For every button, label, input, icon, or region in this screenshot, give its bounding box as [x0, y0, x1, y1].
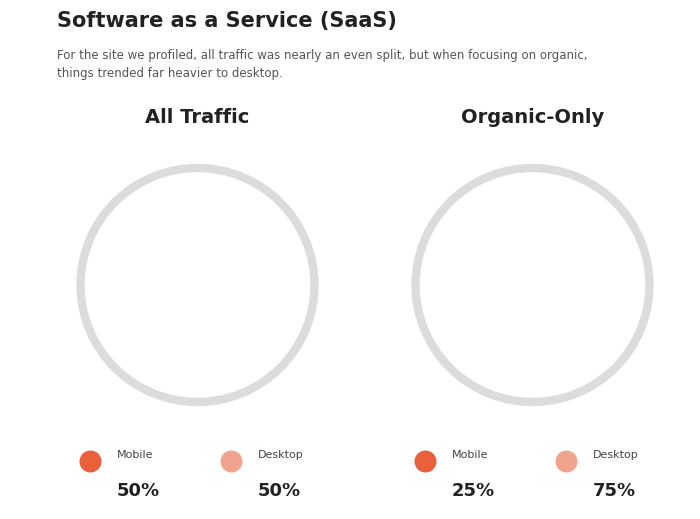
Text: 50%: 50%: [258, 482, 301, 499]
Text: Mobile: Mobile: [117, 450, 153, 460]
Text: Organic-Only: Organic-Only: [461, 108, 604, 127]
Circle shape: [412, 165, 653, 405]
Wedge shape: [197, 173, 309, 397]
Text: For the site we profiled, all traffic was nearly an even split, but when focusin: For the site we profiled, all traffic wa…: [57, 49, 587, 80]
Circle shape: [128, 216, 267, 354]
Circle shape: [421, 173, 645, 397]
Text: 75%: 75%: [593, 482, 636, 499]
Wedge shape: [86, 173, 197, 397]
Text: Desktop: Desktop: [258, 450, 304, 460]
Circle shape: [463, 216, 602, 354]
Text: All Traffic: All Traffic: [146, 108, 250, 127]
Text: Desktop: Desktop: [593, 450, 638, 460]
Point: [561, 457, 572, 466]
Wedge shape: [421, 173, 644, 397]
Point: [225, 457, 237, 466]
Circle shape: [85, 173, 309, 397]
Wedge shape: [533, 173, 644, 285]
Text: NEILPATEL: NEILPATEL: [10, 21, 20, 74]
Text: 25%: 25%: [452, 482, 495, 499]
Text: Software as a Service (SaaS): Software as a Service (SaaS): [57, 11, 397, 32]
Circle shape: [77, 165, 318, 405]
Text: 50%: 50%: [117, 482, 160, 499]
Point: [85, 457, 96, 466]
Point: [420, 457, 431, 466]
Text: Mobile: Mobile: [452, 450, 489, 460]
